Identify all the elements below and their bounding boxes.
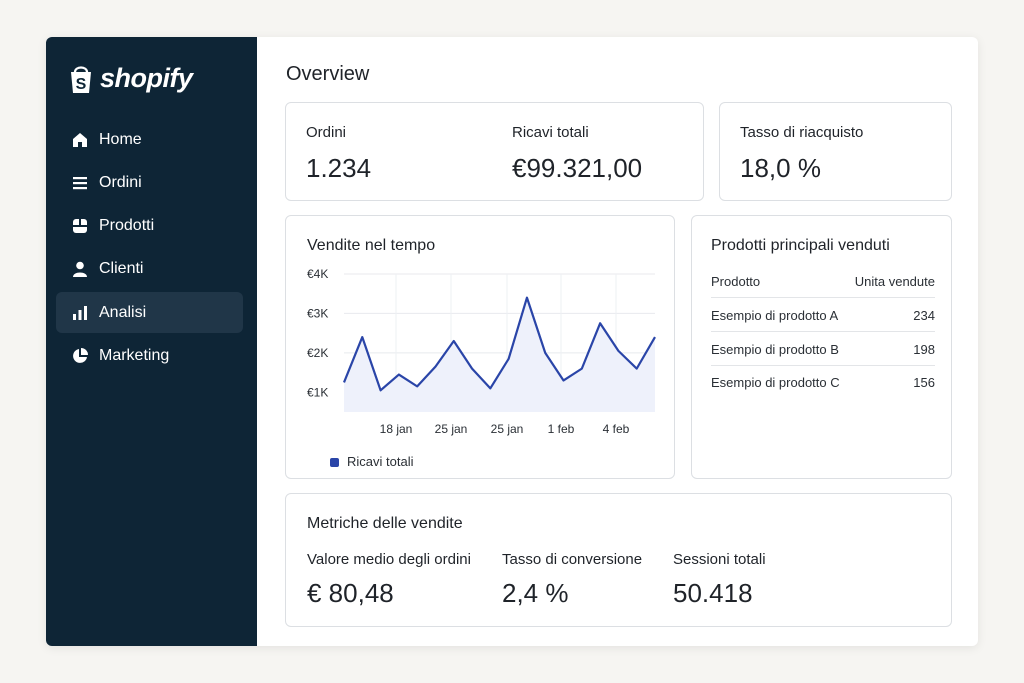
- sidebar-item-label: Clienti: [99, 259, 144, 277]
- metrics-title: Metriche delle vendite: [307, 515, 463, 532]
- product-units: 156: [913, 375, 935, 390]
- sidebar-item-analisi[interactable]: Analisi: [56, 292, 243, 333]
- page-title: Overview: [286, 63, 370, 85]
- sales-chart: €4K €3K €2K €1K 18 jan 25 jan 25 jan 1 feb 4 feb: [307, 267, 656, 436]
- series-line: [342, 296, 656, 392]
- sidebar-item-ordini[interactable]: Ordini: [56, 162, 243, 203]
- sales-metrics-card: Metriche delle vendite Valore medio degl…: [285, 493, 952, 627]
- series-area: [344, 297, 655, 412]
- brand-name: shopify: [100, 63, 193, 93]
- metric-label: Sessioni totali: [673, 551, 766, 568]
- sidebar-item-clienti[interactable]: Clienti: [56, 248, 243, 289]
- y-tick-label: €1K: [307, 385, 328, 399]
- metric-label: Valore medio degli ordini: [307, 551, 471, 568]
- summary-card: Ordini 1.234 Ricavi totali €99.321,00: [285, 102, 704, 201]
- shopping-bag-icon: S: [68, 64, 94, 94]
- divider: [711, 331, 935, 332]
- divider: [711, 365, 935, 366]
- sidebar-item-label: Home: [99, 130, 142, 148]
- pie-chart-icon: [71, 347, 89, 365]
- product-name: Esempio di prodotto C: [711, 375, 840, 390]
- home-icon: [71, 131, 89, 149]
- product-units: 234: [913, 308, 935, 323]
- y-tick-label: €4K: [307, 267, 328, 281]
- divider: [711, 297, 935, 298]
- shopify-logo[interactable]: S shopify: [68, 63, 193, 94]
- revenue-value: €99.321,00: [512, 153, 643, 183]
- sidebar-item-label: Prodotti: [99, 216, 155, 234]
- sidebar-item-prodotti[interactable]: Prodotti: [56, 205, 243, 246]
- legend-swatch: [330, 458, 339, 467]
- tag-icon: [71, 217, 89, 235]
- list-icon: [71, 174, 89, 192]
- sales-chart-card: Vendite nel tempo €4K €3K €2K €1K 18 jan 25 j…: [285, 215, 675, 479]
- metric-value: 50.418: [673, 578, 753, 608]
- sidebar-item-label: Analisi: [99, 303, 147, 321]
- bar-chart-icon: [71, 304, 89, 322]
- column-header-product: Prodotto: [711, 274, 761, 289]
- sidebar-item-marketing[interactable]: Marketing: [56, 335, 243, 376]
- sidebar-item-label: Ordini: [99, 173, 142, 191]
- repurchase-label: Tasso di riacquisto: [740, 124, 864, 141]
- person-icon: [71, 260, 89, 278]
- sidebar-item-home[interactable]: Home: [56, 119, 243, 160]
- top-products-title: Prodotti principali venduti: [711, 237, 890, 254]
- repurchase-value: 18,0 %: [740, 153, 821, 183]
- x-tick-label: 1 feb: [548, 422, 575, 436]
- revenue-label: Ricavi totali: [512, 124, 589, 141]
- app-window: S shopify Home Ordini Prodotti: [46, 37, 978, 646]
- product-name: Esempio di prodotto B: [711, 342, 839, 357]
- x-tick-label: 4 feb: [603, 422, 630, 436]
- y-tick-label: €3K: [307, 306, 328, 320]
- metric-value: 2,4 %: [502, 578, 569, 608]
- legend-label: Ricavi totali: [347, 454, 414, 469]
- metric-label: Tasso di conversione: [502, 551, 643, 568]
- x-tick-label: 25 jan: [491, 422, 524, 436]
- column-header-units: Unita vendute: [854, 274, 935, 289]
- repurchase-card: Tasso di riacquisto 18,0 %: [719, 102, 952, 201]
- orders-value: 1.234: [306, 153, 372, 183]
- x-tick-label: 18 jan: [380, 422, 413, 436]
- y-tick-label: €2K: [307, 346, 328, 360]
- metric-value: € 80,48: [307, 578, 394, 608]
- product-name: Esempio di prodotto A: [711, 308, 839, 323]
- chart-title: Vendite nel tempo: [307, 237, 436, 254]
- product-units: 198: [913, 342, 935, 357]
- x-tick-label: 25 jan: [435, 422, 468, 436]
- orders-label: Ordini: [306, 124, 347, 141]
- svg-text:S: S: [76, 76, 87, 93]
- sidebar: S shopify Home Ordini Prodotti: [46, 37, 257, 646]
- top-products-card: Prodotti principali venduti Prodotto Uni…: [691, 215, 952, 479]
- sidebar-item-label: Marketing: [99, 346, 170, 364]
